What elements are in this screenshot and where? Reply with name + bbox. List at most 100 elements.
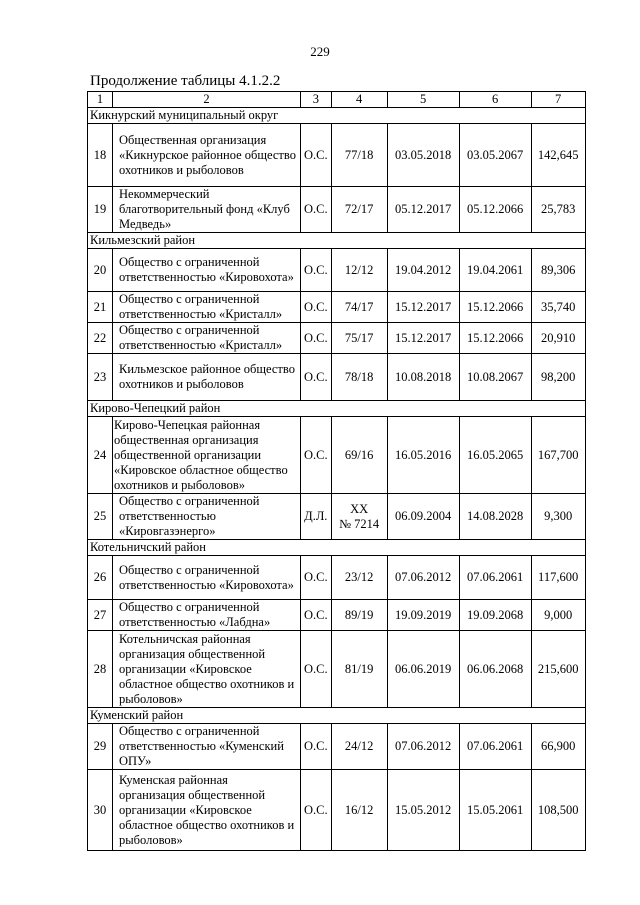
cell-num: 19 <box>87 186 113 233</box>
cell-type: О.С. <box>300 291 332 323</box>
cell-num: 25 <box>87 493 113 540</box>
cell-area: 9,300 <box>530 493 586 540</box>
cell-end: 07.06.2061 <box>458 555 532 600</box>
cell-num: 23 <box>87 353 113 401</box>
cell-start: 06.06.2019 <box>386 630 460 708</box>
cell-start: 15.12.2017 <box>386 322 460 354</box>
cell-end: 16.05.2065 <box>458 416 532 494</box>
section-row: Котельничский район <box>87 539 586 556</box>
section-title: Кильмезский район <box>87 232 586 249</box>
cell-start: 07.06.2012 <box>386 555 460 600</box>
cell-doc: 72/17 <box>330 186 388 233</box>
table-row: 30 Куменская районная организация обществ… <box>87 769 586 851</box>
cell-name: Общество с ограниченной ответственностью… <box>112 322 301 354</box>
section-title: Котельничский район <box>87 539 586 556</box>
header-cell: 5 <box>386 91 460 108</box>
cell-type: О.С. <box>300 123 332 187</box>
cell-end: 19.04.2061 <box>458 248 532 292</box>
section-title: Куменский район <box>87 707 586 724</box>
table-row: 29 Общество с ограниченной ответственност… <box>87 723 586 770</box>
header-cell: 4 <box>330 91 388 108</box>
cell-doc: 69/16 <box>330 416 388 494</box>
cell-end: 14.08.2028 <box>458 493 532 540</box>
table-row: 28 Котельничская районная организация общ… <box>87 630 586 708</box>
cell-num: 18 <box>87 123 113 187</box>
cell-name: Куменская районная организация обществен… <box>112 769 301 851</box>
cell-type: О.С. <box>300 248 332 292</box>
table-caption: Продолжение таблицы 4.1.2.2 <box>90 73 281 89</box>
cell-name: Общество с ограниченной ответственностью… <box>112 291 301 323</box>
cell-doc: 24/12 <box>330 723 388 770</box>
cell-area: 35,740 <box>530 291 586 323</box>
cell-area: 66,900 <box>530 723 586 770</box>
cell-start: 03.05.2018 <box>386 123 460 187</box>
cell-area: 20,910 <box>530 322 586 354</box>
section-row: Кильмезский район <box>87 232 586 249</box>
cell-type: О.С. <box>300 186 332 233</box>
cell-num: 30 <box>87 769 113 851</box>
cell-doc: 81/19 <box>330 630 388 708</box>
cell-num: 20 <box>87 248 113 292</box>
cell-end: 15.12.2066 <box>458 322 532 354</box>
table-row: 20 Общество с ограниченной ответственност… <box>87 248 586 292</box>
cell-end: 19.09.2068 <box>458 599 532 631</box>
table-row: 19 Некоммерческий благотворительный фонд … <box>87 186 586 233</box>
cell-name: Общество с ограниченной ответственностью… <box>112 723 301 770</box>
cell-type: Д.Л. <box>300 493 332 540</box>
cell-start: 06.09.2004 <box>386 493 460 540</box>
cell-type: О.С. <box>300 723 332 770</box>
cell-type: О.С. <box>300 353 332 401</box>
cell-type: О.С. <box>300 769 332 851</box>
table-row: 26 Общество с ограниченной ответственност… <box>87 555 586 600</box>
cell-num: 27 <box>87 599 113 631</box>
cell-type: О.С. <box>300 322 332 354</box>
cell-num: 28 <box>87 630 113 708</box>
cell-num: 26 <box>87 555 113 600</box>
cell-num: 21 <box>87 291 113 323</box>
table-row: 18 Общественная организация «Кикнурское р… <box>87 123 586 187</box>
cell-type: О.С. <box>300 630 332 708</box>
cell-area: 89,306 <box>530 248 586 292</box>
cell-name: Общество с ограниченной ответственностью… <box>112 599 301 631</box>
cell-start: 16.05.2016 <box>386 416 460 494</box>
cell-num: 22 <box>87 322 113 354</box>
cell-doc: ХХ № 7214 <box>330 493 388 540</box>
cell-end: 06.06.2068 <box>458 630 532 708</box>
cell-name: Кильмезское районное общество охотников … <box>112 353 301 401</box>
cell-doc: 77/18 <box>330 123 388 187</box>
cell-name: Котельничская районная организация общес… <box>112 630 301 708</box>
page-number: 229 <box>310 44 330 59</box>
cell-end: 05.12.2066 <box>458 186 532 233</box>
table-row: 24 Кирово-Чепецкая районная общественная … <box>87 416 586 494</box>
data-table: 1 2 3 4 5 6 7 Кикнурский муниципальный о… <box>87 91 586 851</box>
cell-area: 98,200 <box>530 353 586 401</box>
cell-end: 07.06.2061 <box>458 723 532 770</box>
cell-area: 215,600 <box>530 630 586 708</box>
cell-start: 19.09.2019 <box>386 599 460 631</box>
cell-end: 10.08.2067 <box>458 353 532 401</box>
cell-doc: 78/18 <box>330 353 388 401</box>
header-row: 1 2 3 4 5 6 7 <box>87 91 586 108</box>
cell-name: Кирово-Чепецкая районная общественная ор… <box>112 416 301 494</box>
cell-type: О.С. <box>300 599 332 631</box>
section-title: Кирово-Чепецкий район <box>87 400 586 417</box>
cell-doc: 75/17 <box>330 322 388 354</box>
cell-name: Общество с ограниченной ответственностью… <box>112 493 301 540</box>
section-row: Куменский район <box>87 707 586 724</box>
cell-name: Некоммерческий благотворительный фонд «К… <box>112 186 301 233</box>
cell-area: 142,645 <box>530 123 586 187</box>
cell-area: 25,783 <box>530 186 586 233</box>
cell-name: Общественная организация «Кикнурское рай… <box>112 123 301 187</box>
header-cell: 6 <box>458 91 532 108</box>
table-row: 23 Кильмезское районное общество охотнико… <box>87 353 586 401</box>
header-cell: 7 <box>530 91 586 108</box>
cell-end: 15.12.2066 <box>458 291 532 323</box>
table-row: 22 Общество с ограниченной ответственност… <box>87 322 586 354</box>
cell-start: 10.08.2018 <box>386 353 460 401</box>
header-cell: 2 <box>112 91 301 108</box>
cell-doc: 74/17 <box>330 291 388 323</box>
cell-start: 15.05.2012 <box>386 769 460 851</box>
cell-start: 05.12.2017 <box>386 186 460 233</box>
cell-start: 15.12.2017 <box>386 291 460 323</box>
cell-area: 167,700 <box>530 416 586 494</box>
